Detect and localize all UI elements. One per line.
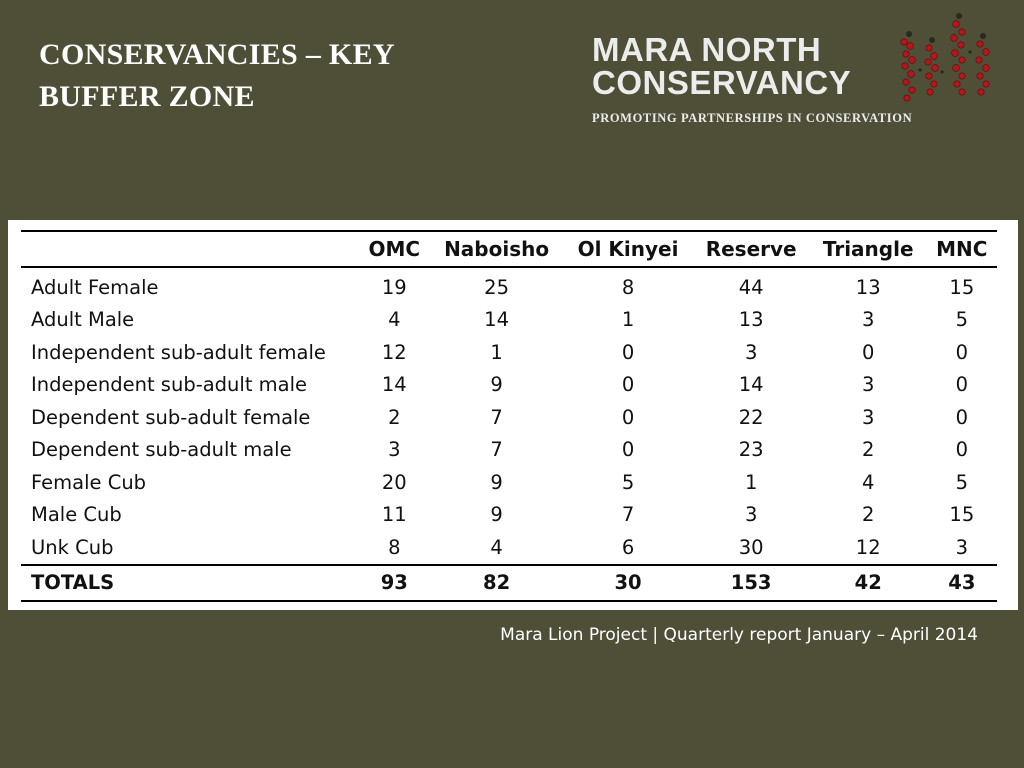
table-cell: 0 [621, 438, 635, 462]
table-cell: 4 [490, 535, 503, 559]
table-cell: 8 [621, 275, 635, 299]
totals-cell: 82 [429, 563, 564, 602]
table-cell: 2 [862, 438, 875, 462]
table-cell: 0 [621, 373, 635, 397]
table-row: Female Cub 20 9 5 1 4 5 [21, 466, 997, 499]
table-cell: 13 [855, 275, 881, 299]
row-label: Unk Cub [31, 535, 114, 559]
row-label: Dependent sub-adult female [31, 405, 311, 429]
table-cell: 14 [484, 308, 509, 332]
table-cell: 12 [381, 340, 407, 364]
column-header-omc: OMC [359, 230, 430, 268]
table-cell: 2 [862, 503, 875, 527]
logo-line2: CONSERVANCY [592, 64, 852, 101]
column-header-mnc: MNC [926, 230, 997, 268]
row-label: Independent sub-adult female [31, 340, 326, 364]
table-cell: 0 [621, 405, 635, 429]
table-cell: 9 [490, 503, 503, 527]
table-cell: 5 [955, 470, 969, 494]
table-cell: 9 [490, 470, 503, 494]
table-row: Adult Male 4 14 1 13 3 5 [21, 304, 997, 337]
column-header-reserve: Reserve [692, 230, 810, 268]
mara-north-conservancy-logo: MARA NORTH CONSERVANCY PROMOTING PARTNER… [590, 12, 1000, 130]
table-header-row: OMC Naboisho Ol Kinyei Reserve Triangle … [21, 230, 997, 268]
table-cell: 0 [955, 340, 969, 364]
table-row: Unk Cub 8 4 6 30 12 3 [21, 531, 997, 565]
table-cell: 3 [862, 373, 875, 397]
slide-title-line1: CONSERVANCIES – KEY [39, 38, 395, 71]
table-cell: 6 [621, 535, 635, 559]
row-label: Male Cub [31, 503, 122, 527]
table-cell: 15 [949, 275, 975, 299]
column-header-ol-kinyei: Ol Kinyei [563, 230, 693, 268]
totals-row: TOTALS 93 82 30 153 42 43 [21, 563, 997, 602]
table-cell: 5 [955, 308, 969, 332]
table-cell: 30 [738, 535, 764, 559]
slide-title: CONSERVANCIES – KEY BUFFER ZONE [39, 34, 395, 118]
table-row: Male Cub 11 9 7 3 2 15 [21, 499, 997, 532]
row-label: Female Cub [31, 470, 147, 494]
table-cell: 1 [490, 340, 503, 364]
row-label: Adult Female [31, 275, 159, 299]
table-cell: 0 [955, 438, 969, 462]
table-cell: 3 [744, 340, 758, 364]
table-cell: 0 [621, 340, 635, 364]
table-row: Independent sub-adult male 14 9 0 14 3 0 [21, 369, 997, 402]
table-cell: 44 [738, 275, 764, 299]
table-cell: 3 [744, 503, 758, 527]
totals-label: TOTALS [21, 563, 359, 602]
totals-cell: 93 [359, 563, 430, 602]
table-cell: 0 [955, 373, 969, 397]
bead-figures-icon [900, 13, 990, 102]
lion-census-table-card: OMC Naboisho Ol Kinyei Reserve Triangle … [8, 220, 1018, 610]
table-cell: 1 [744, 470, 758, 494]
totals-cell: 43 [926, 563, 997, 602]
table-cell: 2 [388, 405, 401, 429]
table-cell: 3 [862, 308, 875, 332]
row-label: Adult Male [31, 308, 135, 332]
table-cell: 13 [738, 308, 764, 332]
table-row: Adult Female 19 25 8 44 13 15 [21, 267, 997, 304]
table-cell: 14 [381, 373, 407, 397]
table-cell: 25 [484, 275, 509, 299]
totals-cell: 30 [563, 563, 693, 602]
table-cell: 14 [738, 373, 764, 397]
table-cell: 7 [490, 405, 503, 429]
slide-title-line2: BUFFER ZONE [39, 80, 255, 113]
column-header-triangle: Triangle [809, 230, 927, 268]
column-header-naboisho: Naboisho [429, 230, 564, 268]
table-cell: 4 [862, 470, 875, 494]
table-cell: 22 [738, 405, 764, 429]
table-cell: 12 [855, 535, 881, 559]
table-cell: 23 [738, 438, 764, 462]
logo-tagline: PROMOTING PARTNERSHIPS IN CONSERVATION [592, 111, 913, 125]
logo-line1: MARA NORTH [592, 31, 822, 68]
table-cell: 3 [862, 405, 875, 429]
table-cell: 11 [381, 503, 407, 527]
row-label: Dependent sub-adult male [31, 438, 292, 462]
footer-caption: Mara Lion Project | Quarterly report Jan… [500, 625, 978, 645]
table-row: Independent sub-adult female 12 1 0 3 0 … [21, 336, 997, 369]
column-header-category [21, 230, 359, 268]
table-cell: 19 [381, 275, 407, 299]
row-label: Independent sub-adult male [31, 373, 308, 397]
table-cell: 0 [862, 340, 875, 364]
table-cell: 1 [621, 308, 635, 332]
table-cell: 7 [621, 503, 635, 527]
table-cell: 4 [388, 308, 401, 332]
totals-cell: 153 [692, 563, 810, 602]
table-row: Dependent sub-adult male 3 7 0 23 2 0 [21, 434, 997, 467]
table-row: Dependent sub-adult female 2 7 0 22 3 0 [21, 401, 997, 434]
table-cell: 0 [955, 405, 969, 429]
table-cell: 3 [388, 438, 401, 462]
table-cell: 8 [388, 535, 401, 559]
table-cell: 9 [490, 373, 503, 397]
table-cell: 5 [621, 470, 635, 494]
table-cell: 15 [949, 503, 975, 527]
table-cell: 7 [490, 438, 503, 462]
table-cell: 20 [381, 470, 407, 494]
table-cell: 3 [955, 535, 969, 559]
totals-cell: 42 [809, 563, 927, 602]
lion-census-table: OMC Naboisho Ol Kinyei Reserve Triangle … [21, 230, 997, 602]
